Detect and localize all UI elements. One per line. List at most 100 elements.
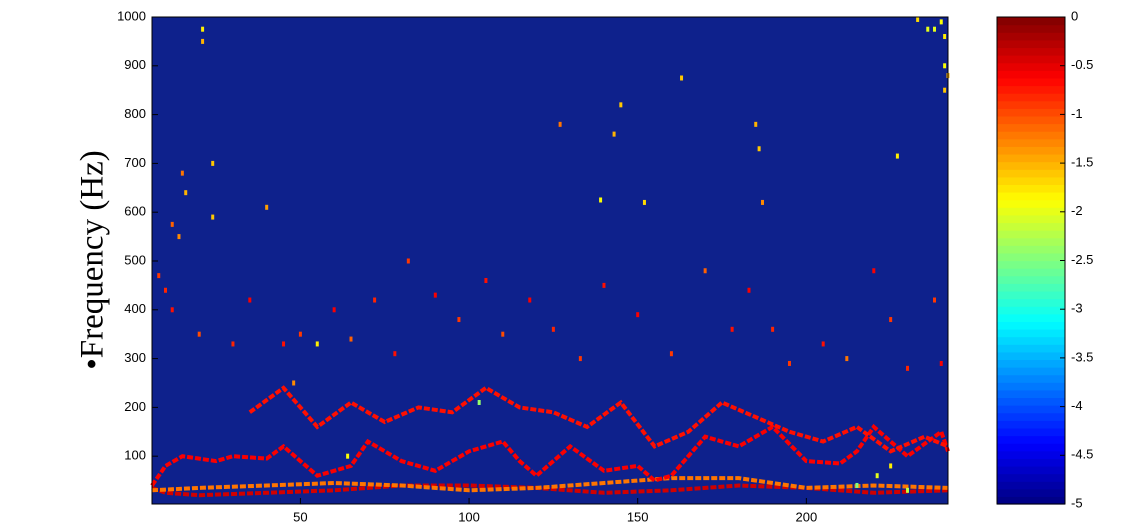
point bbox=[747, 287, 751, 293]
colorbar-cell bbox=[997, 85, 1065, 94]
colorbar-cell bbox=[997, 24, 1065, 33]
y-tick-label: 100 bbox=[124, 448, 146, 463]
point bbox=[599, 197, 603, 203]
point bbox=[943, 34, 947, 40]
colorbar-tick-label: -4.5 bbox=[1071, 447, 1093, 462]
colorbar-cell bbox=[997, 146, 1065, 155]
colorbar-cell bbox=[997, 108, 1065, 117]
point bbox=[680, 75, 684, 81]
point bbox=[895, 153, 899, 159]
x-tick-label: 200 bbox=[795, 509, 817, 524]
point bbox=[298, 331, 302, 337]
colorbar-cell bbox=[997, 313, 1065, 322]
x-tick-label: 100 bbox=[458, 509, 480, 524]
colorbar-cell bbox=[997, 374, 1065, 383]
colorbar-cell bbox=[997, 184, 1065, 193]
colorbar-cell bbox=[997, 17, 1065, 26]
point bbox=[528, 297, 532, 303]
colorbar-cell bbox=[997, 62, 1065, 71]
colorbar-cell bbox=[997, 100, 1065, 109]
colorbar-cell bbox=[997, 222, 1065, 231]
point bbox=[619, 102, 623, 108]
point bbox=[248, 297, 252, 303]
colorbar-cell bbox=[997, 230, 1065, 239]
colorbar-cell bbox=[997, 359, 1065, 368]
colorbar-cell bbox=[997, 115, 1065, 125]
y-tick-label: 700 bbox=[124, 155, 146, 170]
colorbar-cell bbox=[997, 382, 1065, 391]
y-tick-label: 400 bbox=[124, 301, 146, 316]
track bbox=[150, 423, 950, 487]
colorbar-cell bbox=[997, 138, 1065, 147]
point bbox=[939, 360, 943, 366]
point bbox=[642, 199, 646, 205]
colorbar-cell bbox=[997, 93, 1065, 102]
point bbox=[906, 487, 910, 493]
point bbox=[501, 331, 505, 337]
colorbar-tick-label: -1.5 bbox=[1071, 155, 1093, 170]
colorbar-cell bbox=[997, 192, 1065, 201]
colorbar-cell bbox=[997, 283, 1065, 292]
colorbar-tick-label: -2.5 bbox=[1071, 252, 1093, 267]
colorbar-cell bbox=[997, 420, 1065, 429]
x-tick-label: 150 bbox=[627, 509, 649, 524]
point bbox=[163, 287, 167, 293]
colorbar-cell bbox=[997, 458, 1065, 467]
y-tick-label: 200 bbox=[124, 399, 146, 414]
colorbar-cell bbox=[997, 123, 1065, 132]
colorbar-cell bbox=[997, 405, 1065, 414]
point bbox=[180, 170, 184, 176]
point bbox=[669, 351, 673, 357]
colorbar-cell bbox=[997, 176, 1065, 186]
colorbar-cell bbox=[997, 32, 1065, 41]
colorbar-tick-label: -4 bbox=[1071, 398, 1083, 413]
colorbar-cell bbox=[997, 321, 1065, 330]
colorbar-cell bbox=[997, 344, 1065, 353]
point bbox=[578, 356, 582, 362]
point bbox=[821, 341, 825, 347]
colorbar-cell bbox=[997, 260, 1065, 269]
point bbox=[211, 160, 215, 166]
colorbar-cell bbox=[997, 237, 1065, 246]
point bbox=[477, 400, 481, 406]
point bbox=[875, 473, 879, 479]
point bbox=[757, 146, 761, 152]
colorbar-cell bbox=[997, 55, 1065, 64]
point bbox=[265, 204, 269, 210]
point bbox=[558, 121, 562, 127]
point bbox=[754, 121, 758, 127]
colorbar-cell bbox=[997, 412, 1065, 421]
y-tick-label: 600 bbox=[124, 204, 146, 219]
point bbox=[872, 268, 876, 274]
point bbox=[201, 26, 205, 32]
colorbar-cell bbox=[997, 351, 1065, 361]
point bbox=[787, 360, 791, 366]
point bbox=[406, 258, 410, 264]
colorbar-cell bbox=[997, 153, 1065, 163]
y-tick-label: 1000 bbox=[117, 8, 146, 23]
point bbox=[315, 341, 319, 347]
point bbox=[349, 336, 353, 342]
colorbar-cell bbox=[997, 169, 1065, 178]
point bbox=[636, 312, 640, 318]
point bbox=[760, 199, 764, 205]
colorbar-tick-label: -3 bbox=[1071, 301, 1083, 316]
colorbar-cell bbox=[997, 77, 1065, 87]
point bbox=[602, 282, 606, 288]
y-axis-label: •Frequency (Hz) bbox=[75, 150, 111, 370]
point bbox=[346, 453, 350, 459]
point bbox=[373, 297, 377, 303]
colorbar-cell bbox=[997, 268, 1065, 277]
point bbox=[332, 307, 336, 313]
track bbox=[151, 476, 949, 493]
colorbar-cell bbox=[997, 275, 1065, 284]
colorbar-cell bbox=[997, 290, 1065, 300]
colorbar-cell bbox=[997, 443, 1065, 452]
point bbox=[551, 326, 555, 332]
point bbox=[933, 297, 937, 303]
colorbar-tick-label: 0 bbox=[1071, 8, 1078, 23]
point bbox=[484, 278, 488, 284]
colorbar-cell bbox=[997, 336, 1065, 345]
point bbox=[845, 356, 849, 362]
